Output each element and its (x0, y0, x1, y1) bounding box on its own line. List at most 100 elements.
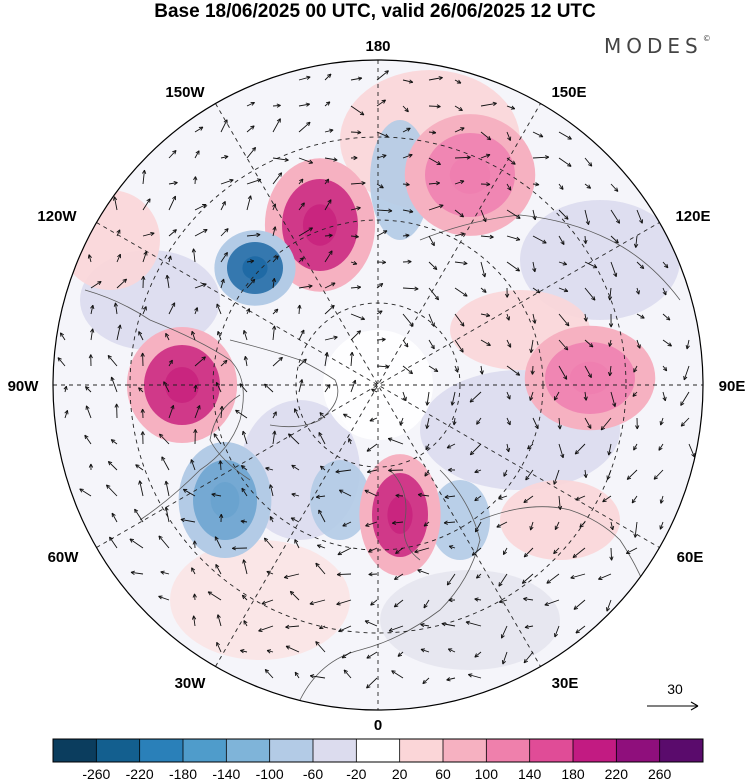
wind-vector (530, 521, 534, 531)
wind-vector-head (354, 234, 359, 239)
lon-label-90e: 90E (719, 378, 746, 395)
wind-vector (350, 352, 353, 367)
wind-vector-head (105, 484, 111, 489)
wind-vector-head (294, 539, 299, 544)
wind-vector (631, 495, 638, 504)
wind-vector (341, 651, 352, 659)
wind-vector-head (107, 460, 113, 466)
wind-vector-head (542, 239, 547, 244)
wind-vector (220, 179, 234, 185)
wind-vector-head (366, 447, 371, 452)
wind-vector (584, 235, 587, 244)
wind-vector-head (469, 450, 475, 456)
wind-vector-head (134, 508, 139, 514)
wind-vector-head (240, 519, 245, 524)
wind-vector-head (326, 384, 331, 389)
wind-vector (454, 232, 465, 237)
wind-vector (272, 356, 283, 367)
wind-vector-head (223, 359, 228, 365)
lon-label-60w: 60W (48, 549, 80, 566)
wind-vector (364, 620, 378, 627)
wind-vector-head (285, 645, 291, 650)
coastlines (84, 214, 681, 701)
wind-vector (241, 465, 248, 471)
wind-vector-head (385, 364, 390, 369)
wind-vector-head (173, 180, 178, 186)
wind-vector-head (276, 118, 281, 123)
wind-vector (90, 328, 94, 341)
wind-vector-head (287, 433, 293, 438)
lon-label-30e: 30E (552, 675, 579, 692)
wind-vector-head (535, 289, 541, 294)
wind-vector-head (146, 198, 151, 203)
wind-vector-head (378, 282, 384, 288)
wind-vector-head (498, 495, 503, 500)
colorbar-tick-label: -180 (169, 766, 197, 782)
wind-vector (219, 460, 222, 471)
wind-vector-head (474, 527, 479, 533)
wind-vector-head (405, 233, 410, 238)
wind-vector-head (471, 551, 477, 556)
wind-vector-head (284, 157, 289, 162)
wind-vector (394, 573, 404, 580)
wind-vector-head (138, 387, 143, 392)
colorbar-segment (443, 739, 487, 762)
wind-vector (315, 641, 326, 653)
wind-vector (480, 102, 497, 107)
wind-vector (272, 255, 279, 263)
colorbar-ticks: -260 -220 -180 -140 -100 -60 -20 20 60 100 140 180 2… (82, 739, 672, 782)
wind-vector-head (327, 73, 332, 78)
wind-vector (376, 183, 384, 189)
positive-anomaly-north-pacific-core (302, 204, 338, 246)
wind-vector (428, 261, 438, 270)
wind-vector-head (382, 230, 388, 235)
wind-vectors (57, 70, 696, 689)
wind-vector-head (112, 196, 118, 201)
wind-vector (272, 118, 281, 133)
wind-vector (193, 615, 196, 627)
wind-vector-head (164, 480, 169, 486)
wind-vector (216, 303, 222, 315)
wind-vector-head (249, 259, 255, 264)
wind-vector-head (215, 381, 220, 387)
wind-vector-head (361, 181, 366, 186)
wind-vector (532, 156, 549, 159)
wind-vector (662, 339, 672, 347)
wind-vector-head (388, 468, 393, 473)
coast-scandinavia (389, 469, 421, 561)
wind-vector (572, 547, 586, 558)
wind-vector-head (505, 447, 511, 453)
wind-vector (110, 439, 118, 445)
wind-vector-head (192, 593, 197, 598)
wind-vector-head (216, 303, 221, 308)
wind-vector-head (337, 551, 342, 556)
wind-vector (584, 391, 587, 401)
wind-vector (454, 105, 463, 111)
wind-vector-head (554, 633, 559, 638)
wind-vector (633, 443, 638, 451)
wind-vector-head (343, 669, 348, 674)
wind-vector (298, 304, 301, 315)
wind-vector (662, 287, 667, 296)
wind-vector-head (602, 498, 607, 503)
wind-vector-head (365, 522, 370, 527)
wind-vector (480, 261, 486, 278)
wind-vector (246, 260, 254, 263)
wind-vector-head (190, 459, 195, 464)
lon-label-120w: 120W (37, 208, 77, 225)
wind-vector-head (391, 520, 397, 525)
wind-vector-head (420, 622, 425, 628)
wind-vector (579, 521, 586, 528)
wind-vector (88, 254, 92, 263)
wind-vector (194, 384, 197, 393)
wind-vector-head (290, 517, 296, 522)
wind-vector-head (529, 526, 534, 531)
wind-vector-head (529, 396, 534, 401)
wind-vector-head (192, 540, 197, 545)
wind-vector-head (524, 624, 529, 629)
wind-vector-head (545, 155, 550, 160)
wind-vector (298, 202, 305, 211)
colorbar-tick-label: 180 (561, 766, 585, 782)
wind-vector (350, 330, 361, 341)
wind-vector (242, 430, 248, 445)
